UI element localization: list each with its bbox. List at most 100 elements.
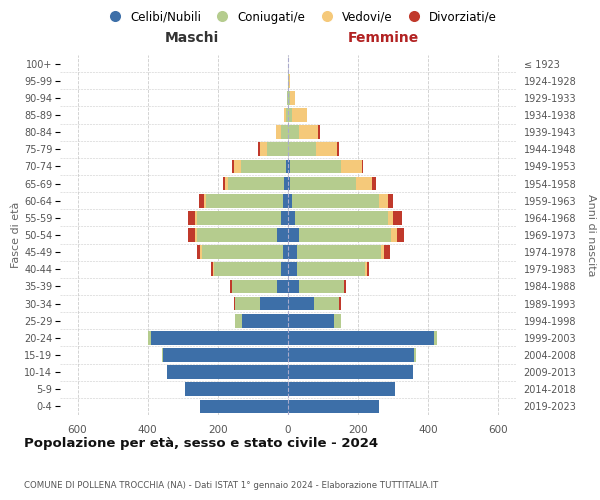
Bar xyxy=(242,314,288,328)
Bar xyxy=(197,228,277,242)
Bar xyxy=(162,348,163,362)
Bar xyxy=(286,160,288,173)
Y-axis label: Fasce di età: Fasce di età xyxy=(11,202,21,268)
Text: Femmine: Femmine xyxy=(348,30,419,44)
Bar xyxy=(223,176,225,190)
Bar xyxy=(200,400,288,413)
Bar xyxy=(148,331,151,344)
Bar xyxy=(287,91,288,104)
Bar xyxy=(288,296,314,310)
Bar xyxy=(230,280,232,293)
Bar xyxy=(397,228,404,242)
Bar xyxy=(229,176,284,190)
Bar xyxy=(283,194,288,207)
Bar xyxy=(288,246,297,259)
Bar xyxy=(188,211,195,224)
Bar xyxy=(344,280,346,293)
Text: Maschi: Maschi xyxy=(165,30,220,44)
Bar xyxy=(206,194,283,207)
Bar xyxy=(281,126,288,139)
Bar xyxy=(284,176,288,190)
Bar xyxy=(339,296,341,310)
Legend: Celibi/Nubili, Coniugati/e, Vedovi/e, Divorziati/e: Celibi/Nubili, Coniugati/e, Vedovi/e, Di… xyxy=(98,6,502,28)
Bar xyxy=(297,262,365,276)
Bar xyxy=(167,366,288,379)
Bar xyxy=(381,246,385,259)
Bar xyxy=(211,262,212,276)
Bar xyxy=(295,211,388,224)
Bar xyxy=(379,194,388,207)
Bar xyxy=(288,211,295,224)
Bar xyxy=(292,108,307,122)
Bar xyxy=(284,108,286,122)
Bar xyxy=(225,176,229,190)
Bar xyxy=(163,348,288,362)
Bar xyxy=(297,246,381,259)
Bar xyxy=(286,108,288,122)
Bar xyxy=(277,280,288,293)
Bar xyxy=(318,126,320,139)
Bar xyxy=(197,211,281,224)
Bar xyxy=(362,160,364,173)
Bar xyxy=(334,314,341,328)
Bar xyxy=(288,314,334,328)
Bar xyxy=(414,348,416,362)
Bar xyxy=(341,160,362,173)
Bar xyxy=(200,246,202,259)
Bar xyxy=(316,142,337,156)
Bar xyxy=(367,262,368,276)
Bar xyxy=(288,348,414,362)
Bar xyxy=(385,246,390,259)
Bar xyxy=(372,176,376,190)
Y-axis label: Anni di nascita: Anni di nascita xyxy=(586,194,596,276)
Bar xyxy=(202,246,283,259)
Bar xyxy=(288,160,290,173)
Bar xyxy=(288,142,316,156)
Bar xyxy=(288,400,379,413)
Bar xyxy=(434,331,437,344)
Bar xyxy=(267,142,288,156)
Bar xyxy=(235,296,260,310)
Bar xyxy=(212,262,214,276)
Bar xyxy=(281,211,288,224)
Bar xyxy=(188,228,195,242)
Bar xyxy=(288,176,290,190)
Bar xyxy=(185,382,288,396)
Bar xyxy=(290,176,356,190)
Text: COMUNE DI POLLENA TROCCHIA (NA) - Dati ISTAT 1° gennaio 2024 - Elaborazione TUTT: COMUNE DI POLLENA TROCCHIA (NA) - Dati I… xyxy=(24,481,438,490)
Bar xyxy=(290,160,341,173)
Bar xyxy=(235,314,242,328)
Bar xyxy=(195,211,197,224)
Bar xyxy=(288,262,297,276)
Bar xyxy=(391,228,397,242)
Bar xyxy=(199,194,204,207)
Bar xyxy=(277,228,288,242)
Bar xyxy=(388,211,393,224)
Bar xyxy=(292,194,379,207)
Bar xyxy=(288,366,413,379)
Bar xyxy=(258,142,260,156)
Bar xyxy=(289,74,290,88)
Bar xyxy=(290,91,295,104)
Bar xyxy=(288,331,434,344)
Bar xyxy=(288,228,299,242)
Bar xyxy=(288,280,299,293)
Bar xyxy=(232,280,277,293)
Bar xyxy=(283,246,288,259)
Bar xyxy=(365,262,367,276)
Bar xyxy=(214,262,281,276)
Bar xyxy=(260,296,288,310)
Bar xyxy=(151,331,288,344)
Bar xyxy=(299,126,318,139)
Bar xyxy=(299,280,344,293)
Bar xyxy=(232,160,233,173)
Bar xyxy=(233,296,235,310)
Bar xyxy=(288,194,292,207)
Bar xyxy=(276,126,281,139)
Text: Popolazione per età, sesso e stato civile - 2024: Popolazione per età, sesso e stato civil… xyxy=(24,437,378,450)
Bar xyxy=(233,160,241,173)
Bar xyxy=(388,194,393,207)
Bar xyxy=(356,176,372,190)
Bar xyxy=(288,382,395,396)
Bar xyxy=(281,262,288,276)
